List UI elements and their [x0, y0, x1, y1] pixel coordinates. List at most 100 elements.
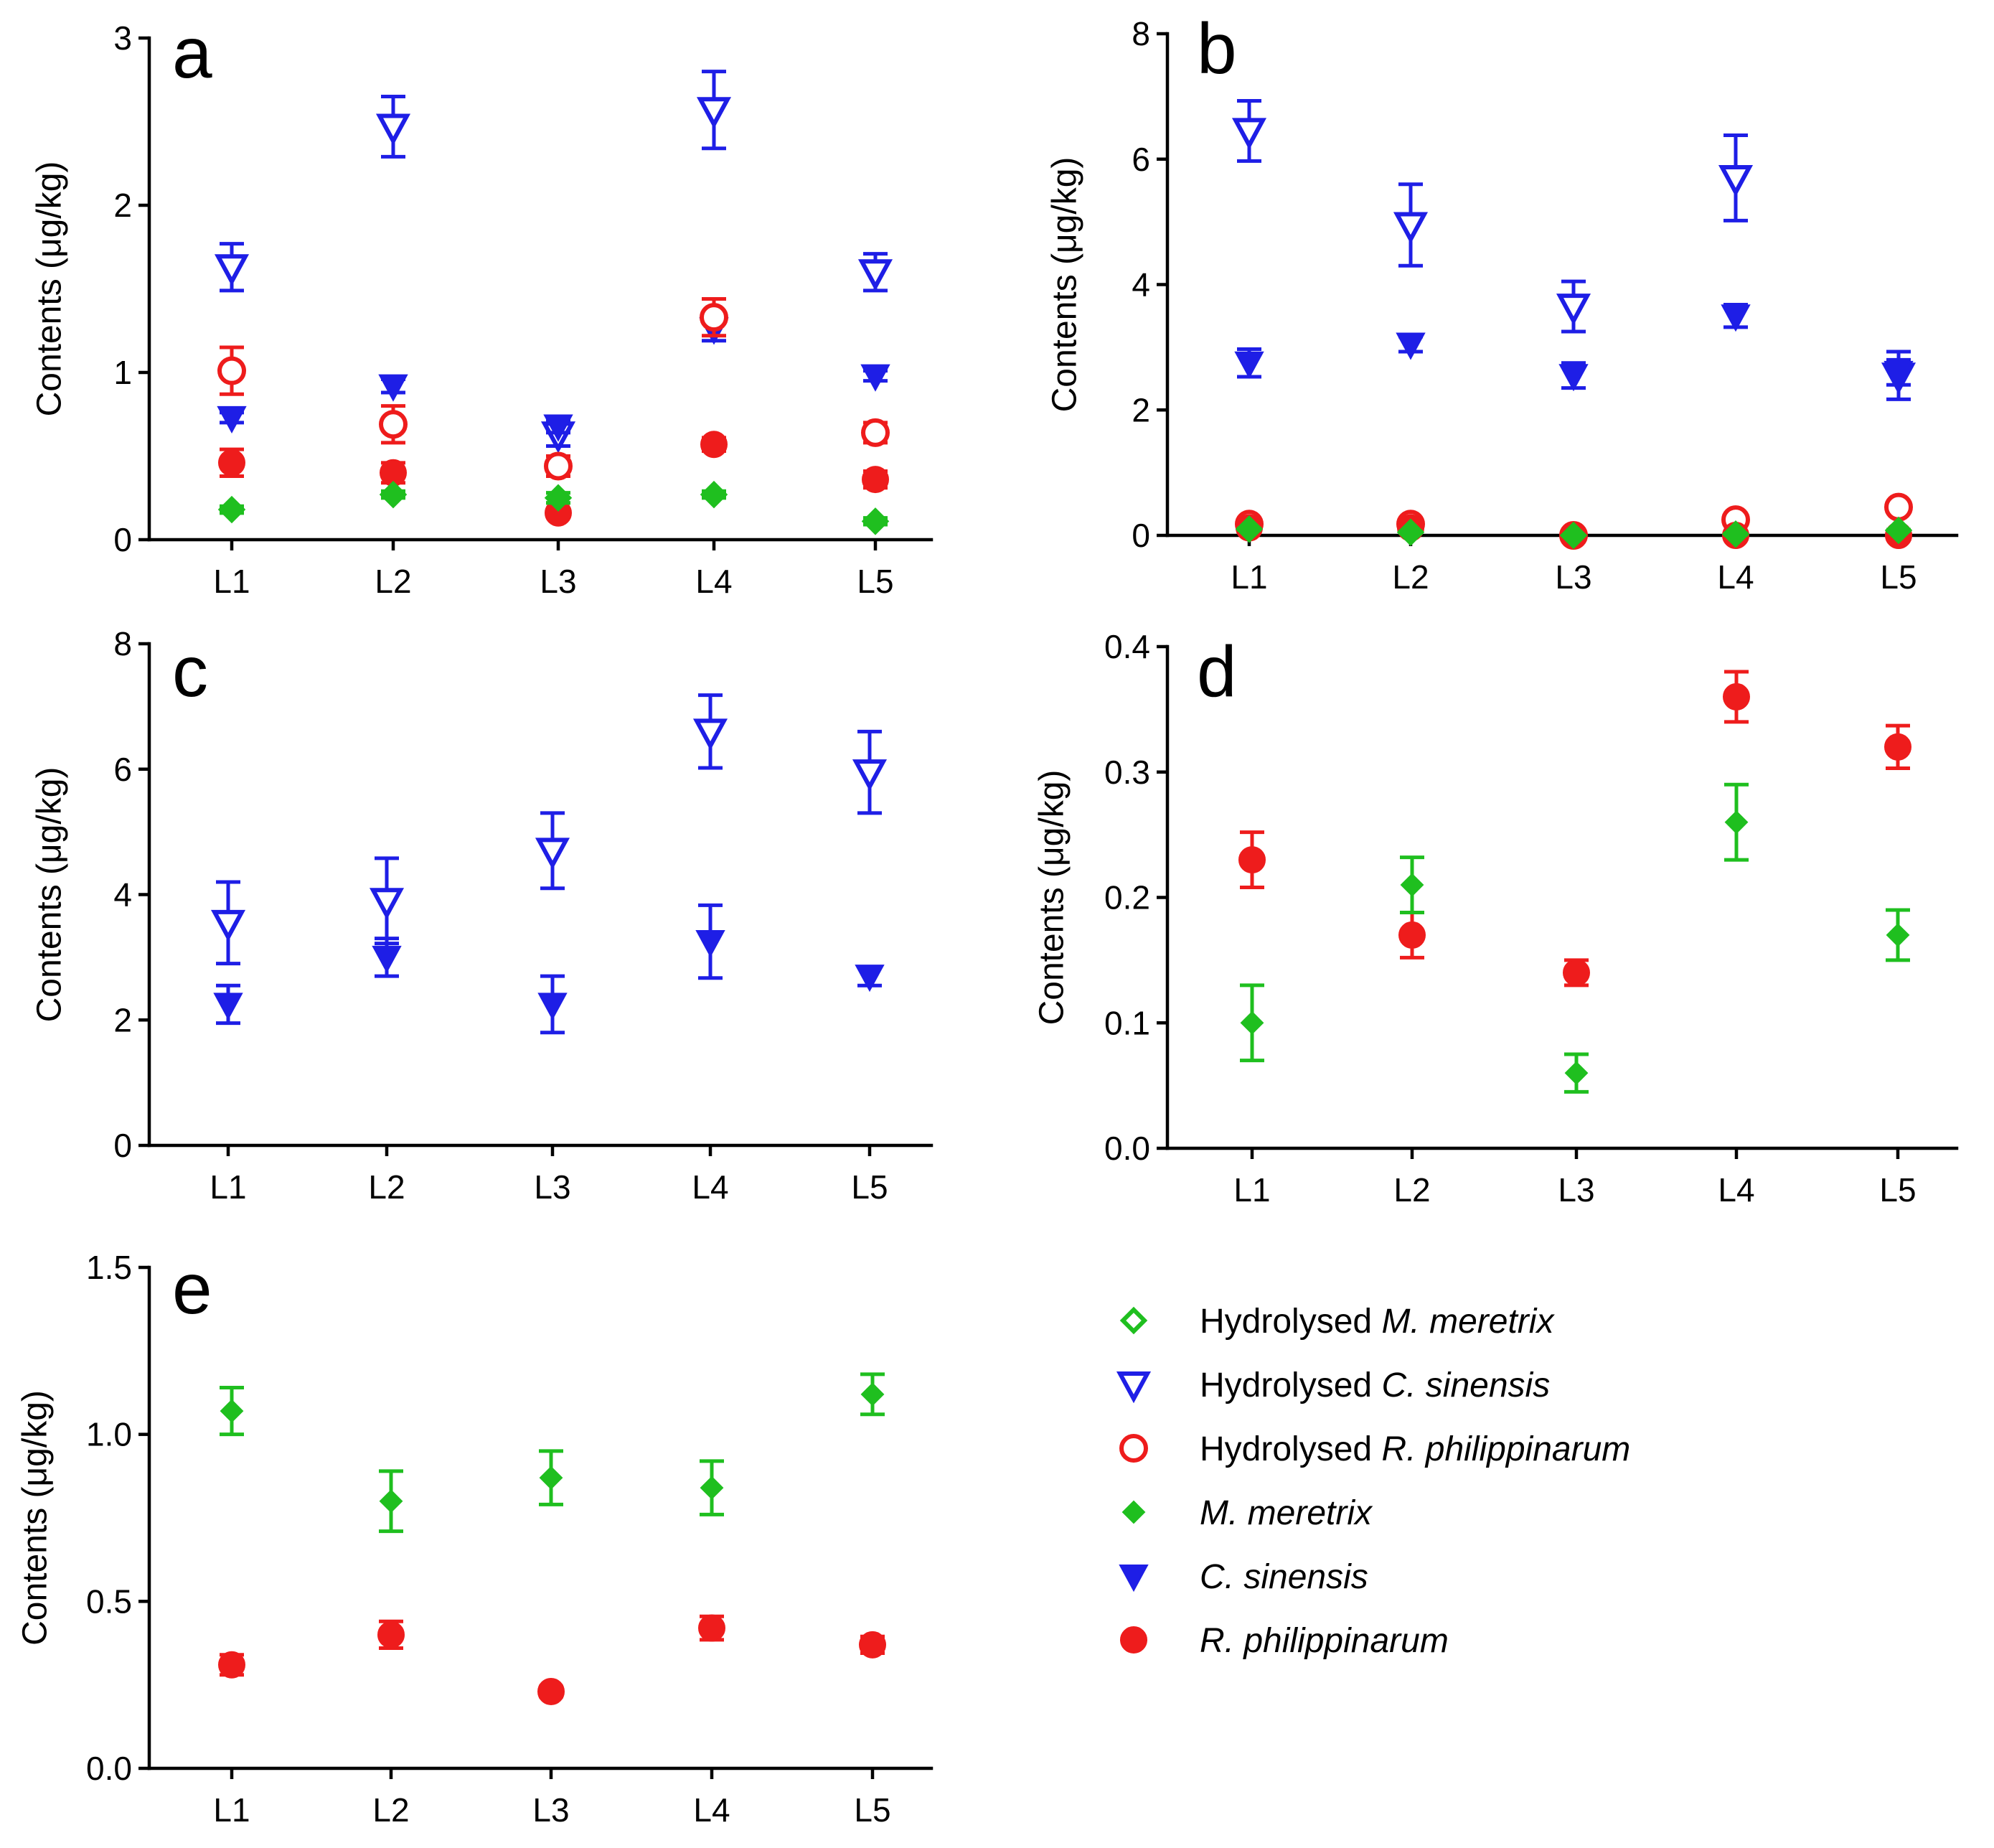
y-tick-label: 0.0: [1104, 1130, 1150, 1167]
y-tick-label: 0.5: [86, 1582, 132, 1620]
x-tick-label: L3: [1555, 558, 1591, 596]
chart-panel-d: 0.0 0.1 0.2 0.3 0.4 L1 L2 L3 L4 L5 Contents (μg/kg…: [1033, 628, 1959, 1209]
chart-panel-c: 0 2 4 6 8 L1 L2 L3 L4 L5 Contents (μg/kg) c: [31, 625, 933, 1206]
data-point: [1563, 959, 1590, 987]
data-point: [213, 993, 243, 1021]
x-tick-label: L3: [532, 1791, 569, 1829]
data-point: [1393, 212, 1429, 244]
y-axis-title: Contents (μg/kg): [31, 767, 69, 1023]
y-tick-label: 1.0: [86, 1416, 132, 1453]
data-point: [1238, 846, 1266, 874]
series-rp: [1238, 670, 1911, 988]
y-tick-label: 1.5: [86, 1249, 132, 1286]
y-tick-label: 0: [113, 521, 132, 558]
legend-marker-rp: [1120, 1626, 1147, 1654]
x-tick-label: L3: [1558, 1171, 1594, 1209]
data-point: [1561, 523, 1586, 548]
data-point: [539, 1465, 563, 1490]
series-mer: [1240, 782, 1910, 1094]
y-tick-label: 6: [1132, 141, 1150, 178]
data-point: [537, 993, 568, 1021]
data-point: [1398, 520, 1423, 545]
data-point: [1886, 518, 1911, 543]
series-mer: [220, 482, 888, 533]
data-point: [855, 965, 885, 993]
data-point: [372, 945, 402, 973]
y-tick-label: 0.1: [1104, 1004, 1150, 1041]
x-tick-label: L5: [857, 563, 893, 600]
data-point: [1398, 921, 1426, 949]
legend-species: M. meretrix: [1200, 1494, 1373, 1532]
series-h_cs: [1231, 98, 1917, 401]
legend-marker-mer: [1121, 1500, 1146, 1524]
data-point: [861, 418, 890, 447]
data-point: [1396, 332, 1426, 360]
data-point: [218, 449, 245, 477]
panel-label: b: [1197, 9, 1237, 89]
series-mer: [220, 1372, 885, 1534]
data-point: [220, 1399, 244, 1423]
data-point: [859, 1631, 886, 1659]
x-tick-label: L1: [1233, 1171, 1270, 1209]
data-point: [369, 888, 405, 920]
data-point: [535, 838, 570, 870]
y-tick-label: 4: [113, 876, 132, 914]
data-point: [1884, 733, 1911, 761]
legend-marker-h_cs: [1116, 1371, 1152, 1404]
y-tick-label: 0.3: [1104, 754, 1150, 791]
legend-label-h_mer: Hydrolysed M. meretrix: [1200, 1303, 1555, 1341]
y-tick-label: 1: [113, 354, 132, 391]
data-point: [863, 509, 888, 533]
data-point: [214, 254, 250, 286]
x-tick-label: L1: [213, 563, 250, 600]
data-point: [1723, 522, 1748, 546]
data-point: [692, 718, 728, 751]
series-h_rp: [217, 296, 890, 481]
series-cs: [1234, 302, 1914, 392]
series-rp: [218, 431, 889, 527]
legend-species: M. meretrix: [1381, 1303, 1555, 1341]
legend-species: R. philippinarum: [1381, 1430, 1630, 1468]
data-point: [695, 930, 725, 958]
data-point: [852, 759, 888, 792]
series-cs: [217, 315, 890, 442]
y-tick-label: 2: [113, 1001, 132, 1038]
x-tick-label: L1: [213, 1791, 250, 1829]
data-point: [210, 909, 246, 942]
data-point: [702, 482, 726, 507]
data-point: [860, 1382, 885, 1407]
series-rp: [218, 1614, 886, 1705]
data-point: [1884, 492, 1913, 522]
legend-label-h_rp: Hydrolysed R. philippinarum: [1200, 1430, 1630, 1468]
x-tick-label: L4: [695, 563, 732, 600]
x-tick-label: L5: [851, 1168, 888, 1206]
data-point: [1723, 683, 1750, 710]
y-tick-label: 2: [1132, 391, 1150, 428]
x-tick-label: L4: [693, 1791, 730, 1829]
y-tick-label: 8: [113, 625, 132, 662]
data-point: [1240, 1010, 1264, 1035]
data-point: [381, 482, 405, 507]
data-point: [220, 497, 244, 522]
legend-label-mer: M. meretrix: [1200, 1494, 1373, 1532]
data-point: [1558, 364, 1589, 392]
y-tick-label: 8: [1132, 15, 1150, 52]
y-tick-label: 0.4: [1104, 628, 1150, 665]
data-point: [546, 486, 570, 510]
data-point: [700, 1476, 724, 1500]
data-point: [377, 1620, 405, 1648]
series-h_cs: [214, 70, 893, 454]
legend-marker-h_mer: [1119, 1306, 1148, 1335]
x-tick-label: L2: [372, 1791, 409, 1829]
legend-prefix: Hydrolysed: [1200, 1366, 1381, 1404]
series-h_cs: [210, 693, 888, 966]
legend-marker-h_rp: [1119, 1434, 1148, 1463]
panel-label: a: [172, 13, 212, 93]
data-point: [1564, 1061, 1589, 1085]
data-point: [698, 1614, 725, 1642]
data-point: [1400, 873, 1424, 897]
legend-species: C. sinensis: [1200, 1558, 1368, 1596]
chart-panel-a: 0 1 2 3 L1 L2 L3 L4 L5 Contents (μg/kg) a: [31, 13, 933, 600]
y-tick-label: 6: [113, 751, 132, 788]
